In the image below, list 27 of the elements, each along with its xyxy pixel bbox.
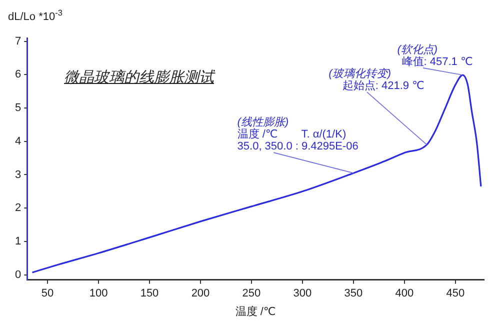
x-tick-label: 450 xyxy=(446,287,465,300)
annotation: 峰值: 457.1 ℃ xyxy=(402,56,473,68)
y-tick-label: 2 xyxy=(14,202,22,214)
annotation: T. α/(1/K) xyxy=(301,128,346,140)
annotation: 起始点: 421.9 ℃ xyxy=(342,79,424,92)
annotation: (软化点) xyxy=(397,42,438,56)
x-tick-label: 200 xyxy=(191,287,210,300)
y-tick-label: 7 xyxy=(14,35,22,48)
x-tick-label: 350 xyxy=(344,287,363,300)
x-tick-label: 150 xyxy=(140,287,159,300)
y-tick-label: 4 xyxy=(14,135,22,148)
x-tick-label: 250 xyxy=(242,287,261,300)
annotation: 35.0, 350.0 : 9.4295E-06 xyxy=(237,140,358,153)
x-tick-label: 100 xyxy=(89,287,108,300)
y-tick-label: 5 xyxy=(14,102,22,114)
x-axis-title: 温度 /℃ xyxy=(235,305,276,318)
y-tick-label: 0 xyxy=(14,268,22,281)
x-tick-label: 400 xyxy=(395,287,414,300)
annotation: (线性膨胀) xyxy=(237,115,289,128)
annotation: 温度 /℃ xyxy=(237,127,278,140)
y-tick-label: 3 xyxy=(14,168,22,181)
y-tick-label: 1 xyxy=(14,235,22,248)
x-tick-label: 300 xyxy=(293,287,312,300)
y-tick-label: 6 xyxy=(14,68,22,81)
x-tick-label: 50 xyxy=(41,287,54,300)
annotation: (玻璃化转变) xyxy=(328,67,392,80)
text: 微晶玻璃的线膨胀测试 xyxy=(64,68,214,87)
